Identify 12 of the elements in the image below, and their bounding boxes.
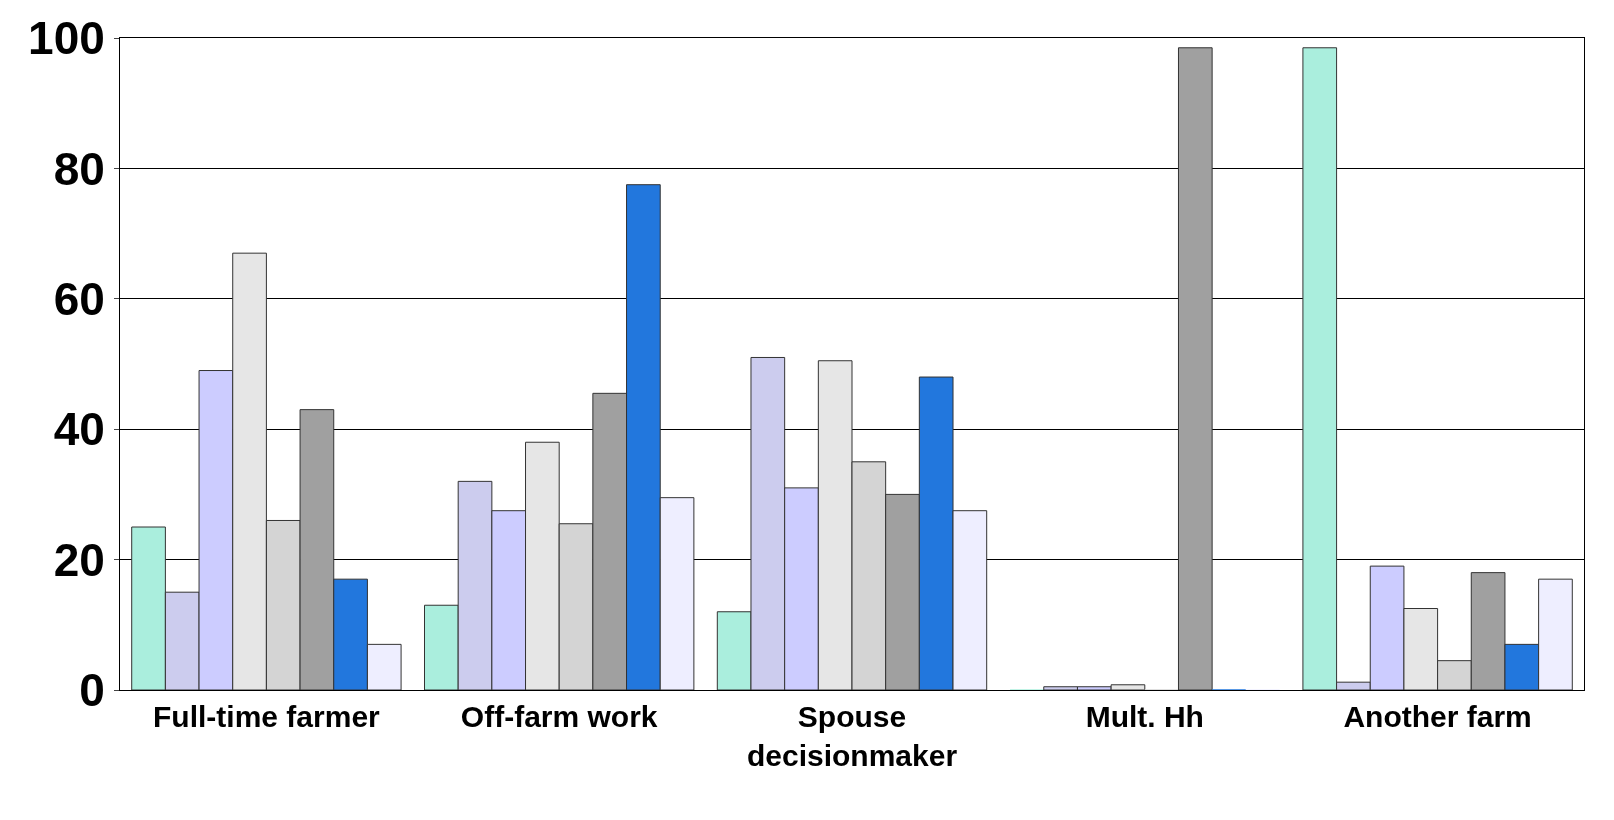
y-tick-label: 100	[28, 12, 105, 65]
y-tick-label: 40	[53, 403, 105, 456]
y-tick-label: 60	[53, 272, 105, 325]
y-tick-label: 0	[79, 664, 105, 717]
x-tick-label: Full-time farmer	[153, 700, 381, 733]
x-tick-label: Mult. Hh	[1085, 700, 1204, 733]
x-tick-label: Another farm	[1343, 700, 1532, 733]
bar	[1177, 47, 1213, 690]
y-tick-label: 80	[53, 142, 105, 195]
y-tick-label: 20	[53, 533, 105, 586]
x-tick-label: Off-farm work	[460, 700, 658, 733]
x-tick-label: Spouse decisionmaker	[746, 700, 958, 772]
